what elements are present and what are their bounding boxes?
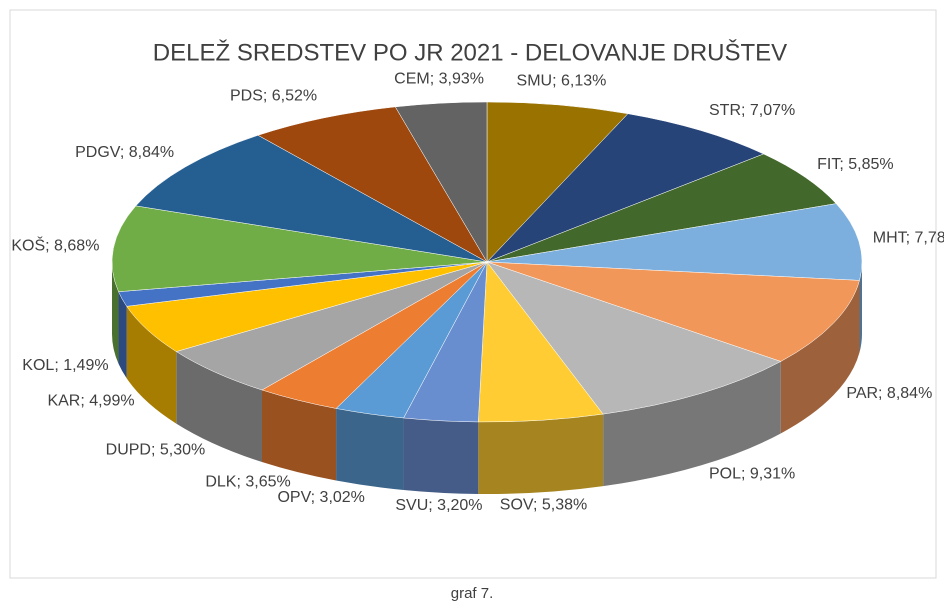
slice-side (118, 291, 127, 379)
slice-side (261, 389, 337, 481)
chart-title: DELEŽ SREDSTEV PO JR 2021 - DELOVANJE DR… (153, 38, 787, 66)
slice (394, 101, 488, 263)
slice-side (603, 361, 781, 487)
data-label: KOŠ; 8,68% (11, 235, 99, 254)
slice-side (478, 414, 604, 494)
data-label: POL; 9,31% (709, 466, 795, 483)
slice-side (336, 408, 404, 490)
data-label: SOV; 5,38% (500, 496, 587, 513)
data-label: PDGV; 8,84% (75, 144, 174, 161)
slice (135, 135, 488, 263)
slice (486, 261, 860, 362)
slice-side (126, 306, 177, 424)
data-label: SMU; 6,13% (517, 73, 607, 90)
slice-side (112, 262, 119, 364)
data-label: DUPD; 5,30% (106, 441, 206, 458)
slice (486, 101, 629, 263)
data-label: STR; 7,07% (709, 102, 795, 119)
slice-side (176, 351, 262, 462)
data-label: PAR; 8,84% (846, 385, 932, 402)
data-label: CEM; 3,93% (394, 71, 484, 88)
slice-side (859, 262, 863, 353)
slice-side (403, 417, 479, 494)
data-label: DLK; 3,65% (205, 473, 290, 490)
data-label: FIT; 5,85% (817, 156, 893, 173)
slice-side (780, 280, 860, 434)
data-label: OPV; 3,02% (277, 489, 364, 506)
data-label: KAR; 4,99% (47, 392, 134, 409)
data-label: PDS; 6,52% (230, 88, 317, 105)
data-label: SVU; 3,20% (395, 497, 482, 514)
slice (257, 106, 488, 263)
slice (486, 153, 837, 263)
slice (486, 203, 863, 281)
caption: graf 7. (451, 585, 494, 602)
data-label: MHT; 7,78% (873, 230, 944, 247)
data-label: KOL; 1,49% (22, 357, 108, 374)
slice (486, 261, 782, 415)
slice (111, 205, 488, 293)
slice (486, 113, 765, 263)
